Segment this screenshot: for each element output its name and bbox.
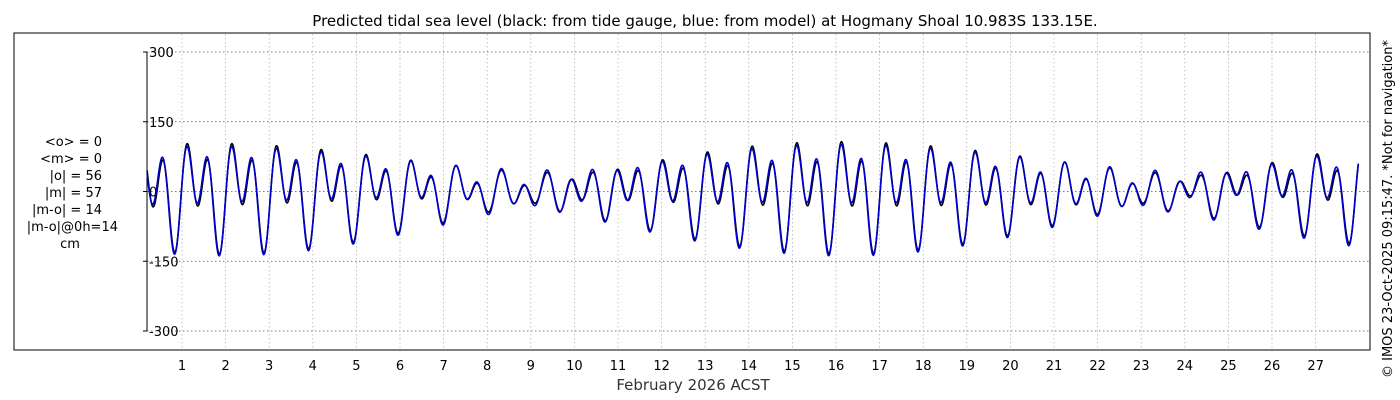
x-tick-label: 26 — [1264, 359, 1281, 374]
x-tick-label: 21 — [1046, 359, 1063, 374]
x-tick-label: 9 — [527, 359, 535, 374]
x-tick-label: 10 — [566, 359, 583, 374]
x-tick-label: 11 — [610, 359, 627, 374]
credit-text: © IMOS 23-Oct-2025 09:15:47. *Not for na… — [1381, 40, 1396, 378]
x-tick-label: 3 — [265, 359, 273, 374]
x-tick-label: 22 — [1089, 359, 1106, 374]
x-tick-label: 27 — [1307, 359, 1324, 374]
x-tick-label: 20 — [1002, 359, 1019, 374]
x-tick-label: 24 — [1177, 359, 1194, 374]
series-line-model — [146, 143, 1360, 257]
y-tick-label: 150 — [149, 116, 174, 131]
stat-abs-diff: |m-o| = 14 — [32, 203, 102, 218]
y-tick-label: 0 — [149, 186, 157, 201]
y-tick-label: -150 — [149, 255, 179, 270]
x-tick-label: 16 — [828, 359, 845, 374]
x-tick-label: 17 — [871, 359, 888, 374]
x-tick-label: 7 — [439, 359, 447, 374]
y-tick-label: 300 — [149, 46, 174, 61]
x-tick-label: 4 — [309, 359, 317, 374]
stats-block: <o> = 0 <m> = 0 |o| = 56 |m| = 57 |m-o| … — [27, 135, 118, 252]
stat-abs-model: |m| = 57 — [45, 186, 102, 201]
stat-abs-obs: |o| = 56 — [50, 169, 102, 184]
y-tick-layer: 300 150 0 -150 -300 — [143, 46, 179, 340]
x-tick-label: 1 — [178, 359, 186, 374]
x-tick-label: 25 — [1220, 359, 1237, 374]
x-tick-label: 2 — [221, 359, 229, 374]
x-tick-label: 14 — [741, 359, 758, 374]
x-tick-label: 13 — [697, 359, 714, 374]
series-line-tide-gauge — [146, 140, 1360, 256]
stat-unit: cm — [60, 237, 80, 252]
x-tick-label: 23 — [1133, 359, 1150, 374]
chart-title: Predicted tidal sea level (black: from t… — [312, 12, 1097, 30]
x-tick-layer: 1 2 3 4 5 6 7 8 9 10 11 12 13 14 15 16 17 18 19 20 21 22 23 24 2… — [14, 349, 1370, 374]
y-tick-label: -300 — [149, 325, 179, 340]
stat-mean-obs: <o> = 0 — [45, 135, 102, 150]
x-tick-label: 6 — [396, 359, 404, 374]
x-axis-label: February 2026 ACST — [616, 376, 770, 394]
x-tick-label: 18 — [915, 359, 932, 374]
x-tick-label: 12 — [653, 359, 670, 374]
x-tick-label: 8 — [483, 359, 491, 374]
x-tick-label: 19 — [959, 359, 976, 374]
x-tick-label: 5 — [352, 359, 360, 374]
stat-abs-diff-0h: |m-o|@0h=14 — [27, 220, 118, 235]
stat-mean-model: <m> = 0 — [40, 152, 102, 167]
x-tick-label: 15 — [784, 359, 801, 374]
